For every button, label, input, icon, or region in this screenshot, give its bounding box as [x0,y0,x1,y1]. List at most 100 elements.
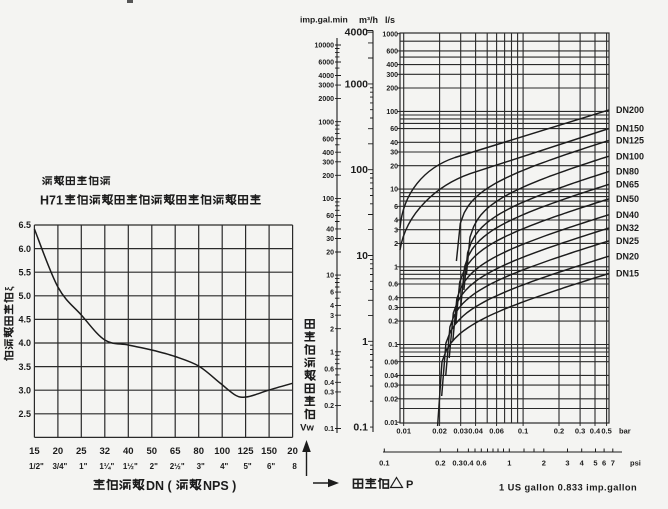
svg-text:10: 10 [326,273,334,280]
svg-text:0.2: 0.2 [388,319,398,326]
svg-text:3/4": 3/4" [52,462,67,471]
svg-text:0.2: 0.2 [554,427,564,436]
svg-text:0.2: 0.2 [435,459,445,468]
svg-text:4": 4" [220,462,228,471]
svg-text:20: 20 [287,446,298,457]
svg-text:100: 100 [214,446,230,457]
svg-text:40: 40 [123,446,134,457]
svg-text:0.1: 0.1 [324,426,334,433]
svg-text:4000: 4000 [345,27,369,39]
svg-text:600: 600 [386,49,398,56]
svg-text:150: 150 [261,446,277,457]
svg-text:0.01: 0.01 [384,420,398,427]
svg-text:0.3: 0.3 [452,459,462,468]
svg-text:0.03: 0.03 [384,383,398,390]
svg-text:0.4: 0.4 [324,380,334,387]
svg-text:DN125: DN125 [616,136,644,146]
svg-text:1: 1 [362,336,368,348]
svg-text:1000: 1000 [318,119,334,126]
svg-text:0.02: 0.02 [432,427,447,436]
svg-text:3.0: 3.0 [18,385,31,395]
svg-text:P: P [406,479,413,491]
svg-text:300: 300 [386,72,398,79]
svg-text:6.5: 6.5 [18,220,31,230]
svg-text:100: 100 [386,109,398,116]
svg-text:30: 30 [390,150,398,157]
svg-text:6.0: 6.0 [18,244,31,254]
svg-text:300: 300 [322,159,334,166]
svg-text:5.5: 5.5 [18,267,31,277]
svg-text:DN100: DN100 [616,151,644,161]
svg-text:DN200: DN200 [616,105,644,115]
svg-text:50: 50 [147,446,158,457]
svg-text:0.1: 0.1 [518,427,528,436]
svg-text:6: 6 [330,290,334,297]
svg-text:32: 32 [100,446,111,457]
svg-text:DN65: DN65 [616,180,639,190]
svg-text:DN25: DN25 [616,236,639,246]
svg-text:0.04: 0.04 [468,427,483,436]
svg-text:20: 20 [53,446,64,457]
svg-text:0.3: 0.3 [324,390,334,397]
svg-text:60: 60 [326,213,334,220]
svg-text:3000: 3000 [318,83,334,90]
svg-text:DN50: DN50 [616,194,639,204]
svg-text:l/s: l/s [385,15,395,25]
svg-text:7: 7 [611,459,615,468]
svg-text:3: 3 [330,313,334,320]
svg-text:NPS ): NPS ) [203,479,236,493]
svg-text:0.04: 0.04 [384,373,398,380]
svg-text:0.02: 0.02 [384,396,398,403]
svg-text:H71: H71 [40,194,63,208]
svg-text:20: 20 [326,250,334,257]
svg-text:2½": 2½" [170,462,185,471]
svg-text:3": 3" [197,462,205,471]
svg-text:DN (: DN ( [146,479,173,493]
svg-text:0.6: 0.6 [324,366,334,373]
svg-text:10: 10 [390,187,398,194]
svg-text:1: 1 [507,459,511,468]
svg-text:5.0: 5.0 [18,291,31,301]
svg-text:400: 400 [322,150,334,157]
svg-text:ξ: ξ [5,286,16,291]
svg-text:0.6: 0.6 [388,282,398,289]
svg-text:3: 3 [565,459,569,468]
svg-text:1000: 1000 [345,78,369,90]
svg-text:25: 25 [76,446,87,457]
svg-text:0.1: 0.1 [388,342,398,349]
svg-text:DN150: DN150 [616,124,644,134]
svg-text:15: 15 [29,446,40,457]
svg-text:4.0: 4.0 [18,338,31,348]
svg-text:0.06: 0.06 [384,359,398,366]
svg-text:4000: 4000 [318,73,334,80]
svg-text:DN32: DN32 [616,223,639,233]
svg-text:2000: 2000 [318,96,334,103]
svg-text:0.4: 0.4 [590,427,601,436]
svg-text:2": 2" [150,462,158,471]
svg-text:0.01: 0.01 [396,427,411,436]
svg-text:DN15: DN15 [616,269,639,279]
svg-text:imp.gal.min: imp.gal.min [300,15,348,25]
svg-text:125: 125 [238,446,255,457]
svg-text:6: 6 [602,459,606,468]
svg-text:5: 5 [593,459,597,468]
svg-text:2: 2 [330,326,334,333]
svg-text:4: 4 [330,303,334,310]
svg-text:0.03: 0.03 [453,427,468,436]
svg-text:10000: 10000 [315,43,335,50]
svg-text:0.1: 0.1 [353,422,368,434]
svg-text:3: 3 [394,227,398,234]
svg-text:80: 80 [193,446,204,457]
svg-text:4.5: 4.5 [18,315,31,325]
svg-text:1¼": 1¼" [99,462,114,471]
svg-text:20: 20 [390,163,398,170]
svg-text:0.3: 0.3 [575,427,585,436]
svg-text:4: 4 [580,459,585,468]
svg-text:6: 6 [394,204,398,211]
svg-text:1000: 1000 [382,31,398,38]
svg-text:10: 10 [356,250,368,262]
svg-text:5": 5" [243,462,251,471]
svg-text:30: 30 [326,236,334,243]
svg-text:Vw: Vw [300,423,314,434]
svg-text:0.2: 0.2 [324,403,334,410]
